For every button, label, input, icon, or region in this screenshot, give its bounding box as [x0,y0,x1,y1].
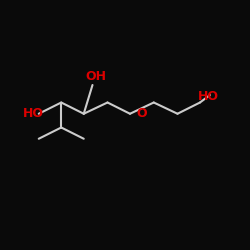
Text: O: O [136,107,146,120]
Text: HO: HO [22,107,44,120]
Text: OH: OH [86,70,107,83]
Text: HO: HO [198,90,219,103]
